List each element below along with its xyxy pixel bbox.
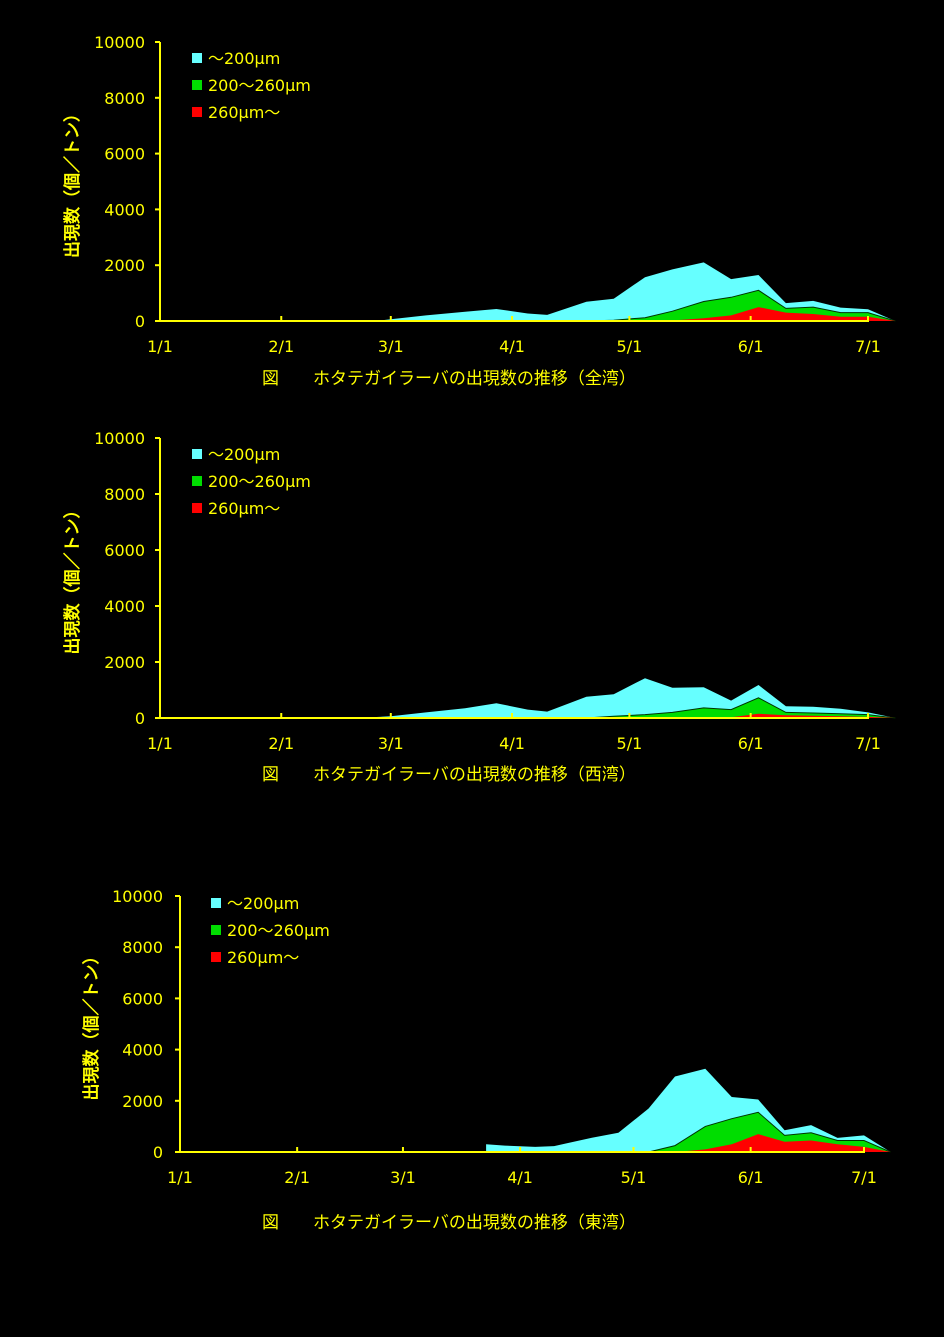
x-tick-label: 2/1: [268, 734, 294, 753]
legend-label-1: ～200μm: [208, 49, 280, 68]
x-tick-label: 2/1: [268, 337, 294, 356]
y-tick-label: 0: [135, 709, 145, 728]
chart-caption: 図 ホタテガイラーバの出現数の推移（東湾）: [262, 1213, 636, 1233]
legend-swatch-1: [192, 449, 202, 459]
chart-2: 0 2000 4000 6000 8000 10000 1/1 2/1 3/1 4/1 5/1 6/1…: [62, 429, 896, 785]
x-tick-label: 1/1: [147, 734, 173, 753]
legend-label-3: 260μm～: [208, 103, 280, 122]
legend-swatch-2: [211, 925, 221, 935]
area-series-2-outline: [648, 1111, 891, 1153]
legend-swatch-2: [192, 476, 202, 486]
y-tick-label: 2000: [104, 653, 145, 672]
y-tick-label: 6000: [104, 145, 145, 164]
legend-label-2: 200～260μm: [227, 921, 330, 940]
x-tick-label: 5/1: [617, 337, 643, 356]
x-tick-label: 7/1: [851, 1168, 877, 1187]
x-tick-label: 5/1: [621, 1168, 647, 1187]
y-tick-label: 0: [135, 312, 145, 331]
x-tick-label: 3/1: [390, 1168, 416, 1187]
chart-3: 0 2000 4000 6000 8000 10000 1/1 2/1 3/1 4/1 5/1 6/1…: [81, 887, 891, 1233]
chart-caption: 図 ホタテガイラーバの出現数の推移（全湾）: [262, 369, 636, 389]
y-tick-label: 4000: [122, 1041, 163, 1060]
x-tick-label: 3/1: [378, 337, 404, 356]
legend-label-3: 260μm～: [208, 499, 280, 518]
area-series-3: [675, 1134, 891, 1152]
legend-swatch-1: [192, 53, 202, 63]
x-tick-label: 5/1: [617, 734, 643, 753]
x-tick-label: 7/1: [855, 734, 881, 753]
area-series-2-outline: [586, 697, 896, 719]
legend-swatch-1: [211, 898, 221, 908]
y-tick-label: 6000: [122, 989, 163, 1008]
x-tick-label: 1/1: [167, 1168, 193, 1187]
legend-label-1: ～200μm: [227, 894, 299, 913]
legend-label-1: ～200μm: [208, 445, 280, 464]
area-series-3: [664, 307, 896, 321]
legend-label-2: 200～260μm: [208, 472, 311, 491]
area-series-1: [355, 678, 896, 718]
x-tick-label: 2/1: [284, 1168, 310, 1187]
y-tick-label: 10000: [94, 429, 145, 448]
chart-caption: 図 ホタテガイラーバの出現数の推移（西湾）: [262, 765, 636, 785]
legend-swatch-3: [192, 107, 202, 117]
y-tick-label: 10000: [112, 887, 163, 906]
y-tick-label: 8000: [104, 485, 145, 504]
y-tick-label: 0: [153, 1143, 163, 1162]
y-tick-label: 2000: [122, 1092, 163, 1111]
area-series-1: [486, 1068, 891, 1152]
x-tick-label: 1/1: [147, 337, 173, 356]
y-axis-label: 出現数（個／トン）: [81, 948, 102, 1101]
y-tick-label: 8000: [122, 938, 163, 957]
y-tick-label: 2000: [104, 256, 145, 275]
legend-swatch-2: [192, 80, 202, 90]
legend-label-3: 260μm～: [227, 948, 299, 967]
y-axis-label: 出現数（個／トン）: [62, 502, 83, 655]
x-tick-label: 4/1: [507, 1168, 533, 1187]
y-tick-label: 6000: [104, 541, 145, 560]
x-tick-label: 6/1: [738, 337, 764, 356]
area-series-2: [648, 1112, 891, 1152]
y-tick-label: 4000: [104, 597, 145, 616]
legend-swatch-3: [211, 952, 221, 962]
y-tick-label: 8000: [104, 89, 145, 108]
y-tick-label: 4000: [104, 200, 145, 219]
x-tick-label: 6/1: [738, 734, 764, 753]
x-tick-label: 3/1: [378, 734, 404, 753]
x-tick-label: 4/1: [499, 734, 525, 753]
chart-1: 0 2000 4000 6000 8000 10000 1/1 2/1 3/1 4/1 5/1 6/1…: [62, 33, 896, 389]
y-tick-label: 10000: [94, 33, 145, 52]
y-axis-label: 出現数（個／トン）: [62, 105, 83, 258]
x-tick-label: 7/1: [855, 337, 881, 356]
x-tick-label: 6/1: [738, 1168, 764, 1187]
x-tick-label: 4/1: [499, 337, 525, 356]
legend-swatch-3: [192, 503, 202, 513]
area-series-2: [586, 697, 896, 718]
area-series-2-outline: [586, 289, 896, 322]
legend-label-2: 200～260μm: [208, 76, 311, 95]
